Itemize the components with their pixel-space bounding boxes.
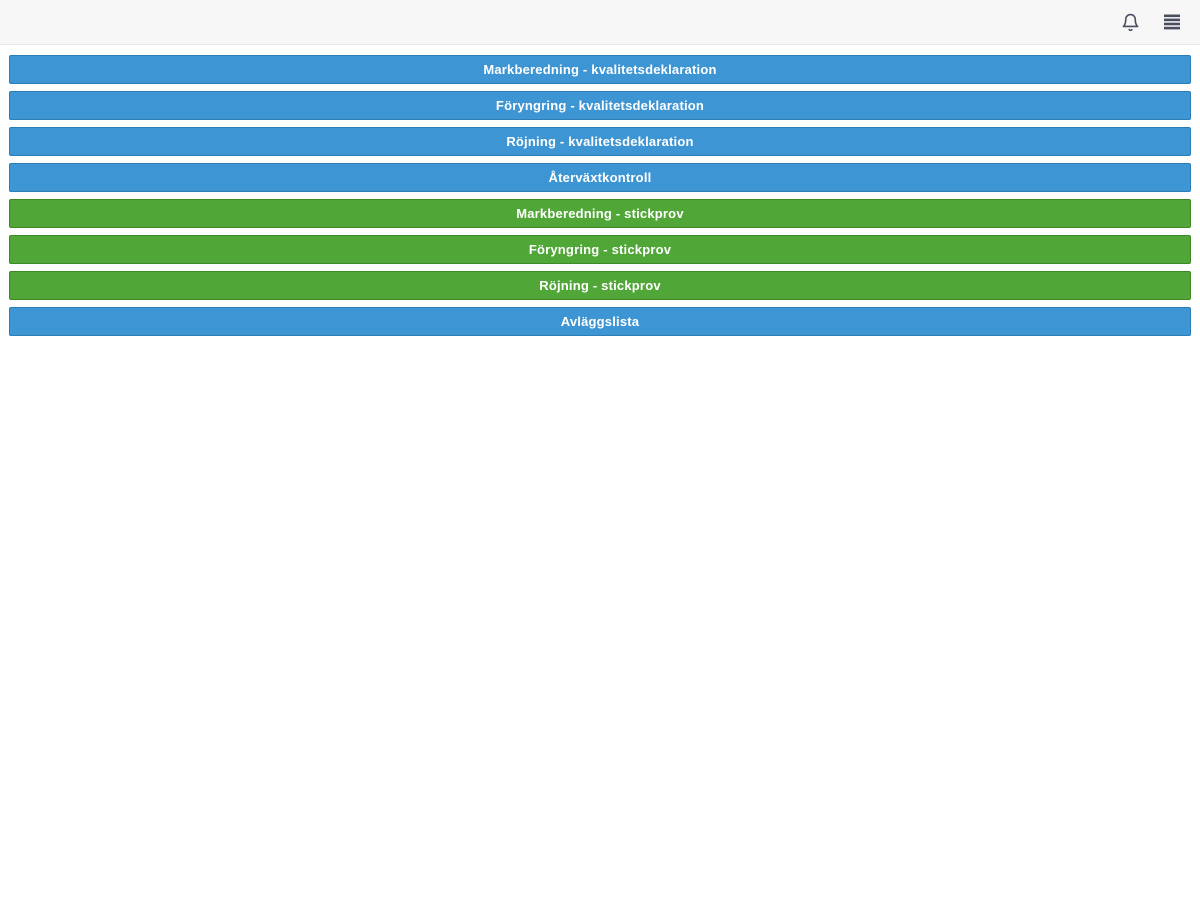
nav-button-atervaxtkontroll[interactable]: Återväxtkontroll xyxy=(9,163,1191,192)
nav-button-markberedning-kvalitetsdeklaration[interactable]: Markberedning - kvalitetsdeklaration xyxy=(9,55,1191,84)
button-label: Föryngring - stickprov xyxy=(528,242,672,257)
nav-button-foryngring-kvalitetsdeklaration[interactable]: Föryngring - kvalitetsdeklaration xyxy=(9,91,1191,120)
button-label: Markberedning - stickprov xyxy=(516,206,684,221)
nav-button-markberedning-stickprov[interactable]: Markberedning - stickprov xyxy=(9,199,1191,228)
top-bar xyxy=(0,0,1200,45)
menu-button[interactable] xyxy=(1158,8,1186,36)
button-label: Röjning - stickprov xyxy=(539,278,661,293)
nav-button-avlaggslista[interactable]: Avläggslista xyxy=(9,307,1191,336)
bell-icon xyxy=(1121,12,1140,33)
button-label: Återväxtkontroll xyxy=(548,170,652,185)
button-label: Avläggslista xyxy=(560,314,640,329)
button-label: Markberedning - kvalitetsdeklaration xyxy=(483,62,717,77)
button-list: Markberedning - kvalitetsdeklaration För… xyxy=(0,45,1200,336)
notifications-button[interactable] xyxy=(1116,8,1144,36)
nav-button-foryngring-stickprov[interactable]: Föryngring - stickprov xyxy=(9,235,1191,264)
hamburger-menu-icon xyxy=(1164,14,1180,30)
button-label: Röjning - kvalitetsdeklaration xyxy=(506,134,694,149)
nav-button-rojning-stickprov[interactable]: Röjning - stickprov xyxy=(9,271,1191,300)
button-label: Föryngring - kvalitetsdeklaration xyxy=(495,98,705,113)
nav-button-rojning-kvalitetsdeklaration[interactable]: Röjning - kvalitetsdeklaration xyxy=(9,127,1191,156)
